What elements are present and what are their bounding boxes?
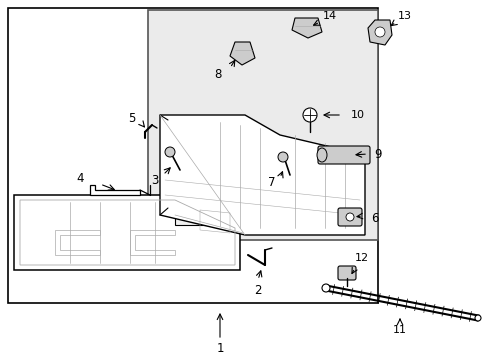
Text: 13: 13 xyxy=(397,11,411,21)
Circle shape xyxy=(321,284,329,292)
Text: 7: 7 xyxy=(268,176,275,189)
Polygon shape xyxy=(175,195,240,225)
Text: 10: 10 xyxy=(350,110,364,120)
Text: 3: 3 xyxy=(151,174,159,186)
Text: 5: 5 xyxy=(128,112,135,125)
Text: 1: 1 xyxy=(216,342,224,355)
Text: 8: 8 xyxy=(214,68,221,81)
Ellipse shape xyxy=(316,148,326,162)
Circle shape xyxy=(374,27,384,37)
Circle shape xyxy=(346,213,353,221)
Polygon shape xyxy=(229,42,254,65)
Text: 4: 4 xyxy=(76,171,83,184)
FancyBboxPatch shape xyxy=(317,146,369,164)
FancyBboxPatch shape xyxy=(337,208,361,226)
Polygon shape xyxy=(168,120,357,228)
Text: 9: 9 xyxy=(373,148,381,162)
Text: 12: 12 xyxy=(354,253,368,263)
Circle shape xyxy=(278,152,287,162)
Polygon shape xyxy=(367,20,391,45)
Bar xyxy=(148,10,377,240)
Polygon shape xyxy=(90,185,140,195)
Text: 14: 14 xyxy=(322,11,336,21)
Bar xyxy=(8,8,377,303)
Text: 6: 6 xyxy=(370,211,378,225)
Polygon shape xyxy=(14,195,240,270)
FancyBboxPatch shape xyxy=(337,266,355,280)
Polygon shape xyxy=(160,115,364,235)
Text: 2: 2 xyxy=(254,284,261,297)
Polygon shape xyxy=(291,18,321,38)
Circle shape xyxy=(164,147,175,157)
Text: 11: 11 xyxy=(392,325,406,335)
Circle shape xyxy=(474,315,480,321)
Circle shape xyxy=(303,108,316,122)
